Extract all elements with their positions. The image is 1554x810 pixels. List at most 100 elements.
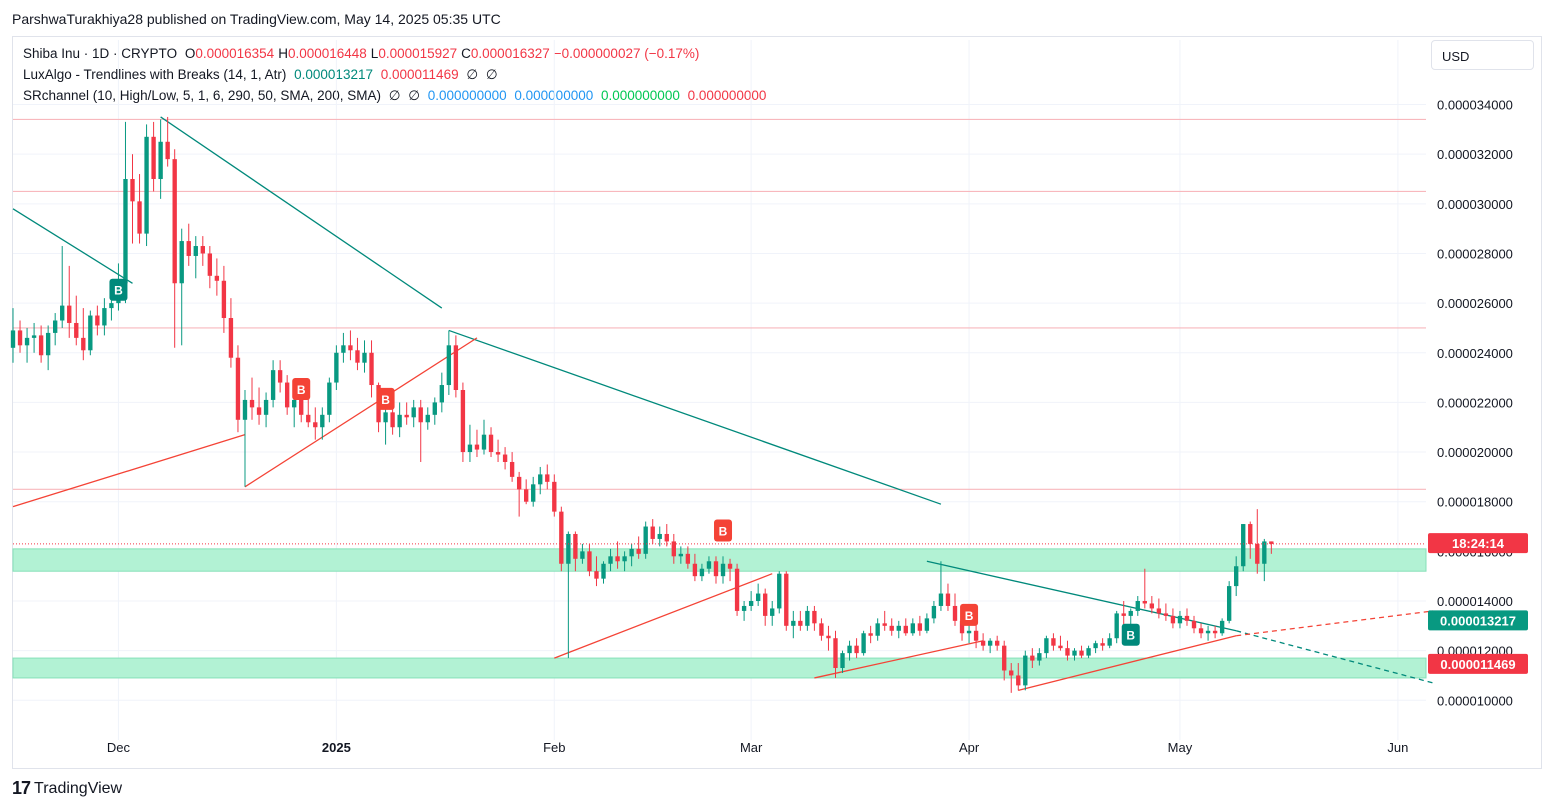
candle-body	[1262, 541, 1267, 564]
legend-luxalgo: LuxAlgo - Trendlines with Breaks (14, 1,…	[23, 67, 502, 83]
candle-body	[45, 332, 51, 356]
legend-symbol[interactable]: Shiba Inu · 1D · CRYPTO	[23, 46, 178, 61]
buy-signal-marker: B	[1121, 623, 1140, 646]
downtrend-line	[1236, 630, 1434, 684]
break-signal-marker: B	[376, 387, 395, 410]
price-tag-label: 0.000013217	[1440, 613, 1516, 628]
signal-box	[960, 603, 979, 626]
candle-body	[130, 179, 135, 202]
close-label: C	[461, 46, 471, 61]
candle-body	[952, 605, 958, 621]
candle-body	[931, 605, 937, 619]
candle-body	[263, 399, 269, 415]
candle-body	[207, 253, 213, 276]
candle-body	[1226, 586, 1232, 621]
candle-body	[622, 556, 627, 562]
candle-body	[425, 414, 430, 423]
candle-body	[1030, 655, 1035, 661]
footer-brand[interactable]: 17 TradingView	[12, 778, 122, 799]
candle-body	[685, 553, 691, 564]
candle-body	[446, 345, 452, 386]
signal-box	[1121, 623, 1140, 646]
candle-body	[882, 623, 887, 626]
break-signal-marker: B	[960, 603, 979, 626]
candle-body	[1100, 643, 1105, 646]
candle-body	[1241, 524, 1246, 567]
candle-body	[1009, 670, 1014, 676]
candle-body	[404, 414, 409, 418]
y-tick-label: 0.000022000	[1437, 395, 1513, 410]
candle-body	[777, 573, 782, 609]
signal-label: B	[965, 609, 974, 623]
y-tick-label: 0.000032000	[1437, 147, 1513, 162]
x-tick-label: Feb	[543, 740, 565, 755]
signal-box	[714, 519, 733, 542]
candle-body	[509, 461, 515, 477]
y-tick-label: 0.000030000	[1437, 197, 1513, 212]
candle-body	[362, 352, 367, 363]
candle-body	[502, 454, 508, 462]
price-tag-bg	[1428, 610, 1528, 631]
candle-body	[545, 474, 550, 482]
candle-body	[1149, 603, 1155, 609]
candle-body	[1255, 543, 1260, 564]
y-tick-label: 0.000010000	[1437, 693, 1513, 708]
candle-body	[95, 315, 100, 326]
candle-body	[256, 407, 262, 415]
downtrend-line	[160, 116, 443, 309]
candle-body	[812, 610, 817, 624]
srchannel-value-1: 0.000000000	[427, 88, 507, 103]
candle-body	[60, 305, 65, 321]
candle-body	[875, 623, 880, 636]
candle-body	[1044, 638, 1049, 654]
open-label: O	[184, 46, 196, 61]
candle-body	[397, 414, 402, 428]
candle-body	[453, 345, 459, 390]
candle-body	[67, 305, 72, 323]
y-tick-label: 0.000034000	[1437, 98, 1513, 113]
candle-body	[123, 179, 128, 284]
close-value: 0.000016327	[470, 46, 550, 61]
luxalgo-name[interactable]: LuxAlgo - Trendlines with Breaks (14, 1,…	[23, 67, 287, 82]
change-value: −0.000000027 (−0.17%)	[553, 46, 700, 61]
candle-body	[390, 412, 395, 428]
luxalgo-value-3: ∅	[466, 67, 479, 82]
candle-body	[854, 645, 859, 654]
candle-body	[109, 303, 114, 309]
open-value: 0.000016354	[195, 46, 275, 61]
candle-body	[917, 623, 923, 631]
y-tick-label: 0.000028000	[1437, 246, 1513, 261]
x-tick-label: Mar	[740, 740, 763, 755]
candle-body	[495, 452, 501, 455]
uptrend-line	[1018, 635, 1237, 691]
candle-body	[488, 434, 494, 453]
price-tag-bg	[1428, 533, 1528, 554]
candle-body	[1205, 630, 1211, 634]
candle-body	[221, 280, 227, 319]
uptrend-line	[1236, 610, 1434, 637]
candle-body	[1170, 615, 1176, 624]
y-tick-label: 0.000020000	[1437, 445, 1513, 460]
currency-button[interactable]: USD	[1431, 40, 1534, 70]
candle-body	[474, 444, 480, 450]
candle-body	[734, 568, 740, 611]
candle-body	[1142, 600, 1147, 604]
candle-body	[692, 563, 698, 577]
candle-body	[748, 600, 754, 606]
candle-body	[1234, 566, 1239, 587]
candle-body	[165, 141, 170, 160]
candle-body	[467, 444, 473, 453]
candle-body	[805, 610, 810, 626]
candle-body	[516, 476, 522, 490]
uptrend-line	[554, 573, 773, 659]
candle-body	[74, 322, 79, 338]
uptrend-line	[244, 337, 478, 488]
candle-body	[987, 640, 993, 646]
candle-body	[193, 246, 198, 256]
candle-body	[973, 630, 979, 641]
candle-body	[151, 136, 156, 180]
buy-signal-marker: B	[109, 278, 128, 301]
candle-body	[531, 484, 536, 502]
srchannel-name[interactable]: SRchannel (10, High/Low, 5, 1, 6, 290, 5…	[23, 88, 381, 103]
